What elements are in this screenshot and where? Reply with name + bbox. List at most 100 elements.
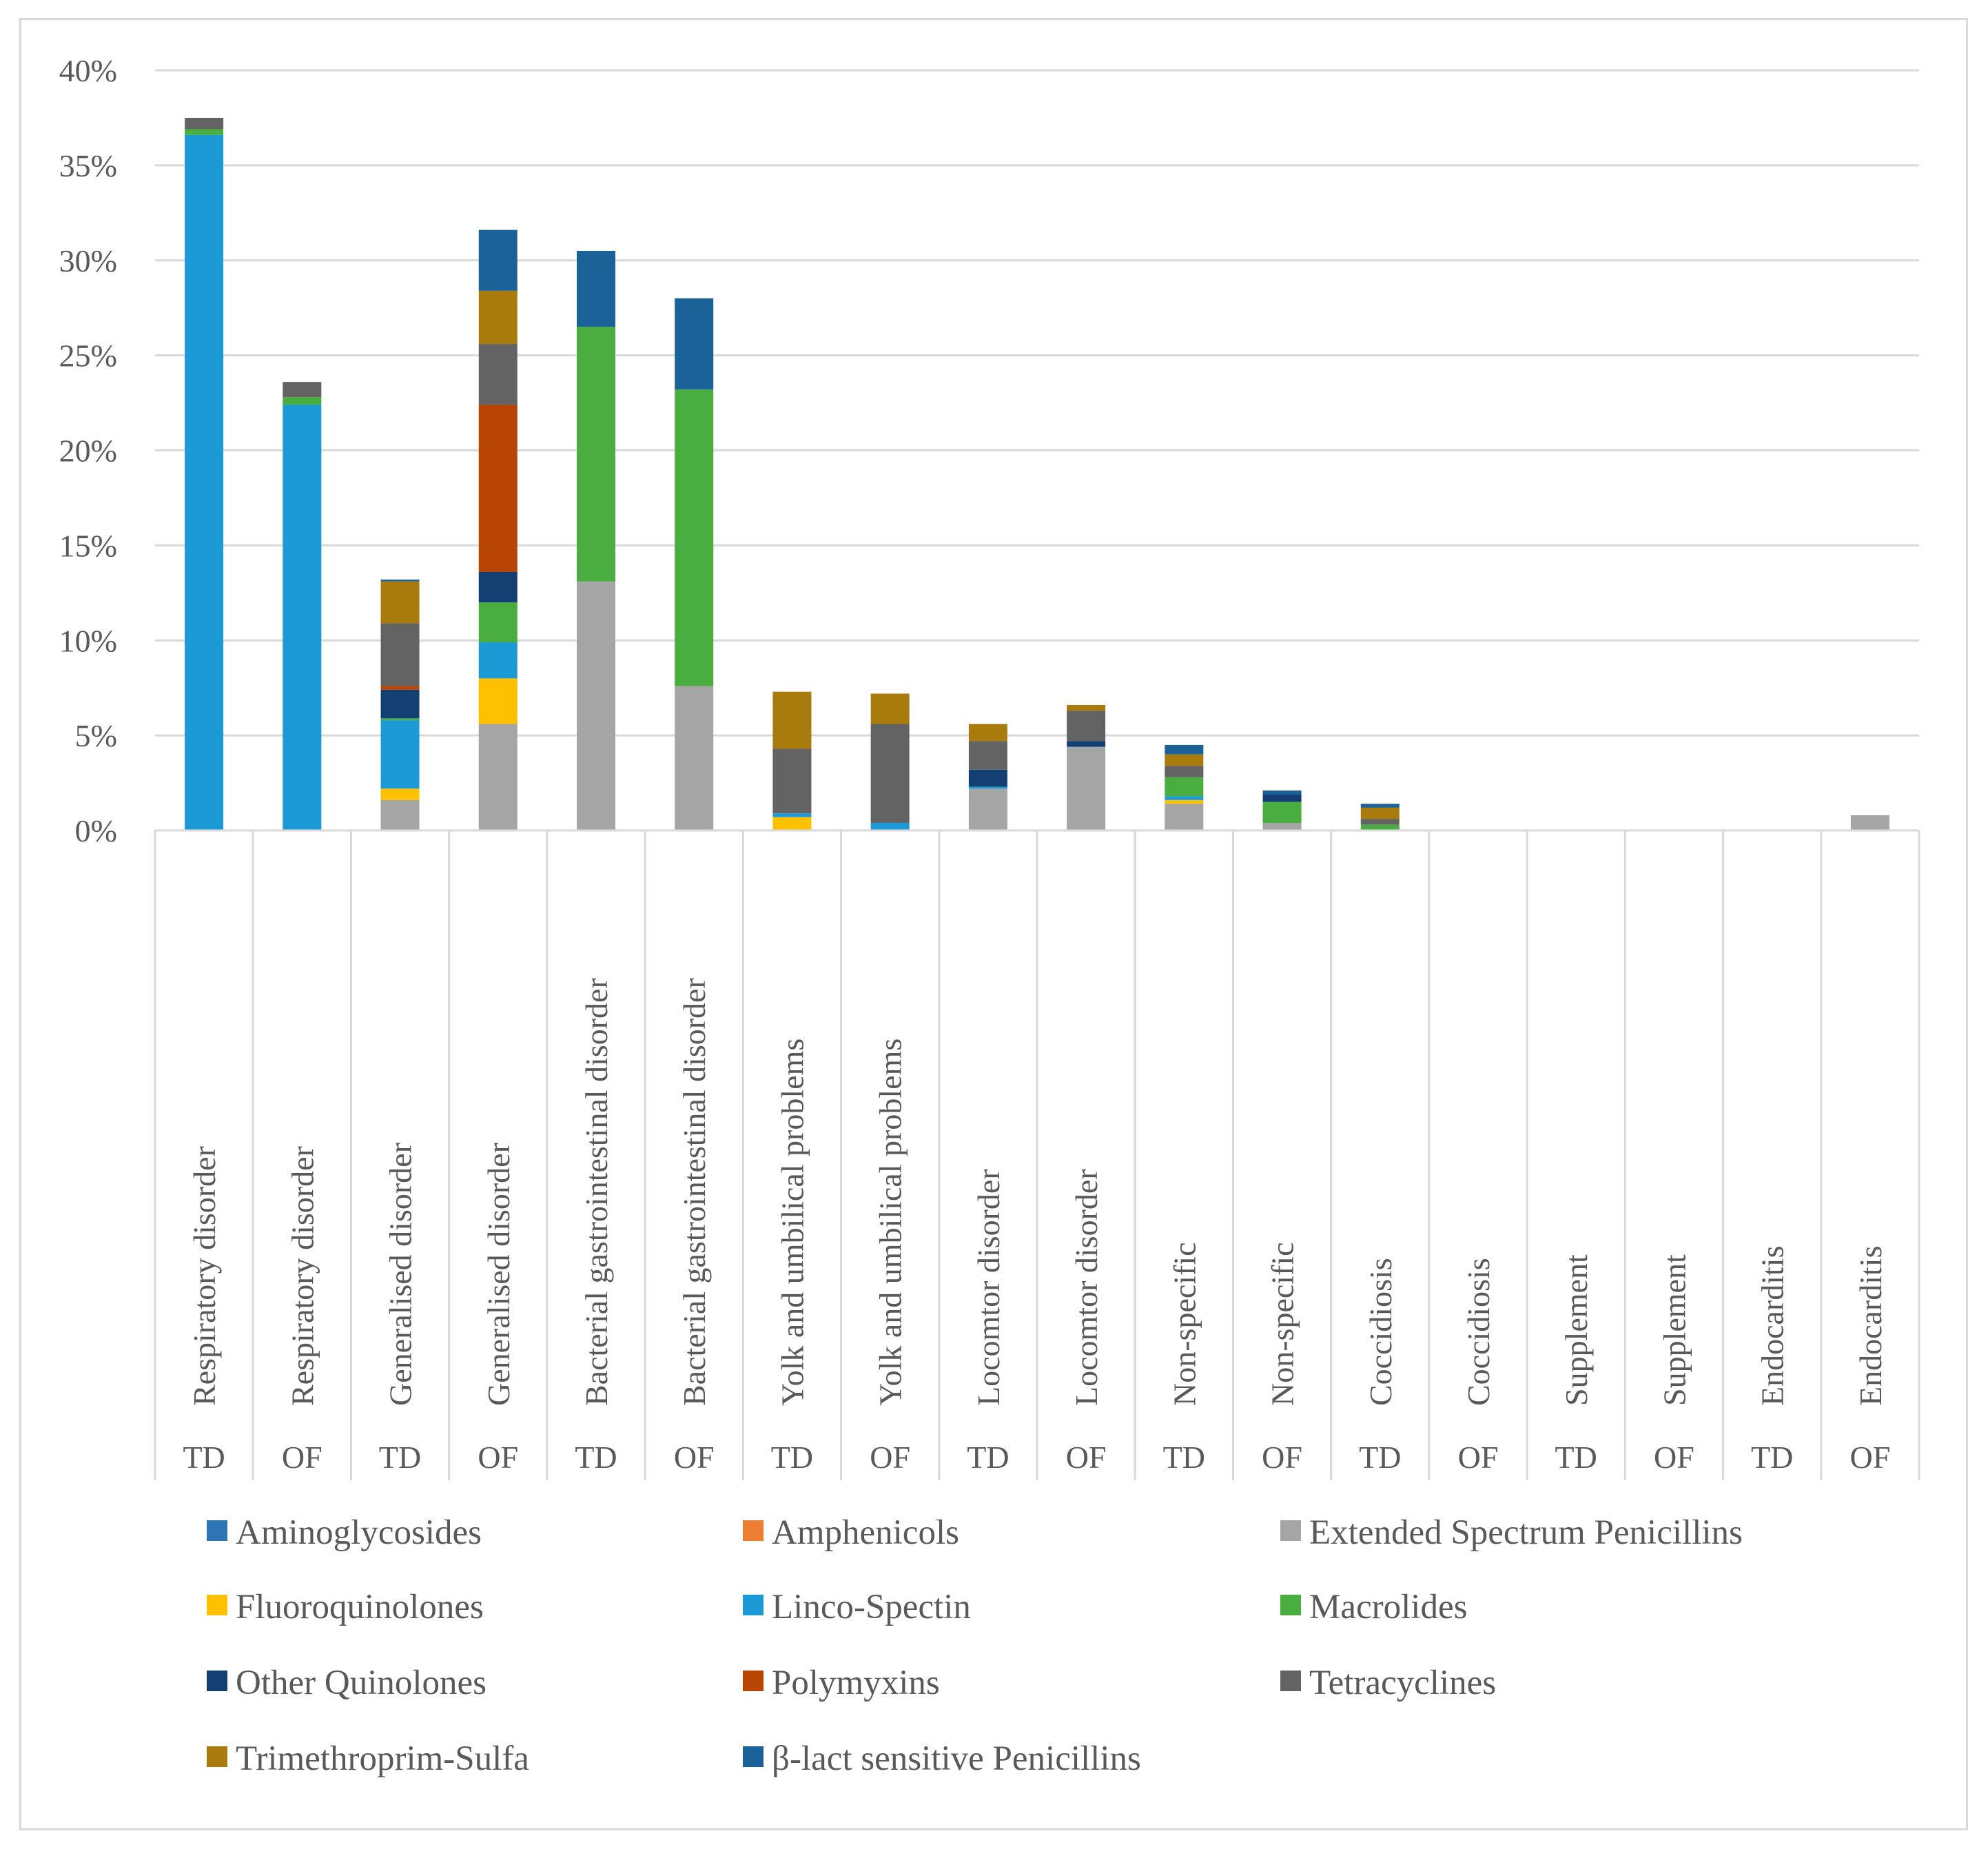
bar-segment (380, 718, 420, 721)
category-label: Generalised disorder (481, 1143, 516, 1406)
legend-swatch (743, 1520, 764, 1541)
bar-segment (772, 691, 812, 749)
legend-swatch (1280, 1671, 1301, 1691)
group-label: OF (870, 1440, 910, 1475)
bar-segment (380, 720, 420, 789)
category-label: Non-specific (1265, 1242, 1300, 1406)
category-label: Generalised disorder (383, 1143, 418, 1406)
bar-segment (478, 344, 518, 405)
bar-segment (675, 298, 714, 390)
group-label: OF (1262, 1440, 1302, 1475)
bar-segment (1165, 744, 1204, 755)
bar-segment (1165, 766, 1204, 777)
y-tick-label: 10% (59, 623, 117, 658)
category-label: Yolk and umbilical problems (775, 1039, 810, 1406)
x-axis: Respiratory disorder TD Respiratory disord… (154, 829, 1920, 1480)
bar-segment (283, 382, 322, 398)
gridlines (155, 69, 1919, 737)
bar-segment (380, 581, 420, 624)
bar-segment (283, 405, 322, 830)
bar-segment (380, 623, 420, 686)
bar-segment (968, 741, 1007, 770)
group-label: OF (1849, 1440, 1890, 1475)
bar-segment (478, 290, 518, 345)
bar-segment (380, 686, 420, 690)
y-tick-label: 35% (59, 148, 117, 183)
group-label: TD (1555, 1440, 1597, 1475)
category-label: Non-specific (1167, 1242, 1202, 1406)
bar-segment (1262, 794, 1302, 802)
group-label: TD (1359, 1440, 1401, 1475)
legend-swatch (207, 1595, 227, 1615)
bar-segment (675, 389, 714, 686)
group-label: OF (1654, 1440, 1694, 1475)
bar-segment (577, 250, 615, 327)
group-label: TD (967, 1440, 1009, 1475)
legend-swatch (1280, 1520, 1301, 1541)
bar-segment (870, 822, 910, 830)
legend-label: Extended Spectrum Penicillins (1309, 1513, 1743, 1552)
y-tick-label: 0% (75, 813, 117, 848)
bar-segment (380, 689, 420, 719)
bar-segment (1165, 754, 1204, 766)
legend-label: Aminoglycosides (236, 1513, 482, 1552)
bar-segment (1067, 741, 1106, 747)
category-label: Yolk and umbilical problems (873, 1039, 908, 1406)
bar-segment (1165, 799, 1204, 804)
bar-segment (968, 724, 1007, 742)
y-tick-label: 40% (59, 53, 117, 88)
bar-segment (1165, 796, 1204, 800)
group-label: TD (575, 1440, 617, 1475)
legend-label: Polymyxins (772, 1664, 940, 1702)
bar-segment (968, 769, 1007, 787)
bar-segment (478, 724, 518, 830)
group-label: TD (183, 1440, 225, 1475)
category-label: Coccidiosis (1363, 1258, 1398, 1406)
legend-swatch (207, 1520, 227, 1541)
legend-swatch (743, 1746, 764, 1767)
group-label: TD (1163, 1440, 1205, 1475)
legend-label: Fluoroquinolones (236, 1588, 484, 1626)
bar-segment (577, 327, 615, 582)
bar-segment (1360, 824, 1400, 830)
legend-swatch (743, 1595, 764, 1615)
legend: Aminoglycosides Amphenicols Extended Spect… (207, 1513, 1743, 1778)
bar-segment (1067, 746, 1106, 830)
bar-segment (380, 788, 420, 800)
legend-swatch (207, 1746, 227, 1767)
legend-label: Trimethroprim-Sulfa (236, 1739, 529, 1778)
y-tick-label: 20% (59, 433, 117, 469)
bar-segment (283, 397, 322, 405)
bar-segment (772, 817, 812, 830)
group-label: OF (674, 1440, 715, 1475)
category-label: Respiratory disorder (187, 1146, 222, 1406)
bar-segment (772, 748, 812, 814)
category-label: Coccidiosis (1461, 1258, 1496, 1406)
bar-segment (478, 405, 518, 572)
category-label: Endocarditis (1755, 1246, 1790, 1407)
bar-segment (478, 642, 518, 679)
bar-segment (1850, 815, 1889, 830)
legend-swatch (1280, 1595, 1301, 1615)
category-label: Endocarditis (1853, 1246, 1888, 1407)
bars (185, 117, 1889, 830)
group-label: TD (1751, 1440, 1793, 1475)
bar-segment (185, 129, 224, 135)
bar-segment (185, 134, 224, 830)
bar-segment (1360, 807, 1400, 819)
bar-segment (380, 799, 420, 830)
category-label: Locomtor disorder (1069, 1169, 1104, 1406)
y-tick-label: 5% (75, 718, 117, 753)
bar-segment (185, 117, 224, 130)
bar-segment (1262, 801, 1302, 823)
bar-segment (478, 602, 518, 643)
group-label: OF (282, 1440, 322, 1475)
bar-segment (1067, 711, 1106, 742)
bar-segment (478, 571, 518, 603)
bar-segment (968, 788, 1007, 830)
category-label: Locomtor disorder (971, 1169, 1006, 1406)
legend-swatch (207, 1671, 227, 1691)
category-label: Supplement (1657, 1254, 1692, 1406)
legend-label: Amphenicols (772, 1513, 959, 1552)
